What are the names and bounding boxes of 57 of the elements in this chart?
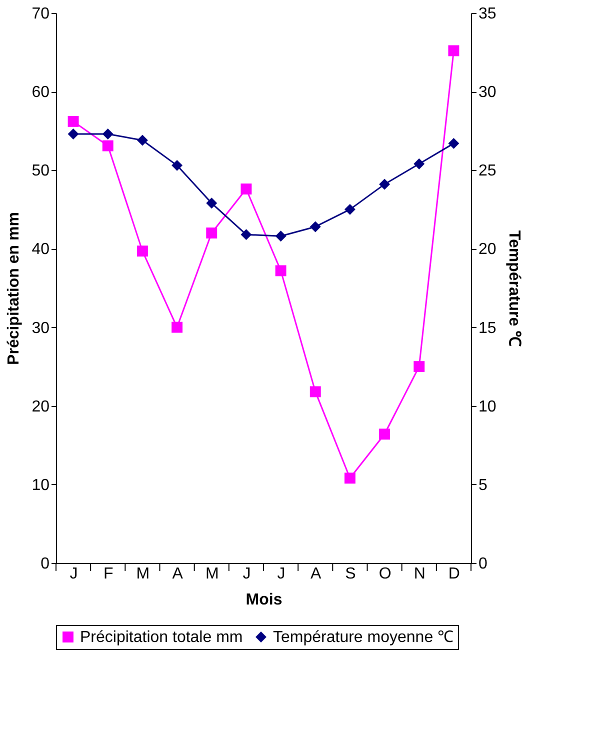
y-tick-label: 50 [32, 162, 50, 180]
y-axis-title: Précipitation en mm [6, 212, 23, 365]
x-tick-label: O [378, 566, 392, 582]
point [448, 138, 460, 149]
point [379, 428, 390, 440]
x-tick-label: J [277, 566, 286, 582]
point [136, 246, 148, 257]
point [379, 178, 390, 190]
y-tick-label: 30 [32, 320, 50, 337]
point [102, 128, 114, 140]
x-tick-label: S [345, 566, 356, 582]
legend-label: Température moyenne ℃ [273, 629, 454, 646]
y-tick-label: 60 [32, 84, 50, 102]
point [68, 128, 79, 140]
x-tick-label: J [70, 566, 78, 582]
point [136, 134, 148, 146]
point [240, 184, 252, 194]
point [102, 140, 114, 152]
point [344, 204, 356, 215]
x-axis-title: Mois [246, 592, 282, 608]
point [275, 230, 286, 242]
y-tick-label: 70 [32, 6, 50, 22]
x-tick-label: D [448, 566, 460, 582]
point [310, 221, 321, 232]
point [68, 116, 79, 127]
x-tick-label: M [205, 566, 219, 582]
point [344, 472, 356, 484]
point [275, 265, 286, 276]
y2-tick-label: 35 [478, 6, 496, 22]
point [206, 228, 218, 238]
y-tick-label: 0 [40, 556, 50, 572]
y2-tick-label: 15 [478, 320, 496, 337]
legend-label: Précipitation totale mm [80, 629, 243, 646]
point [172, 322, 183, 333]
y2-tick-label: 25 [478, 162, 496, 180]
y2-tick-label: 0 [478, 556, 488, 572]
y2-tick-label: 30 [478, 84, 496, 102]
point [240, 229, 252, 240]
y2-tick-label: 5 [478, 476, 488, 494]
point [172, 160, 183, 171]
x-tick-label: M [136, 566, 150, 582]
point [414, 158, 425, 170]
y-tick-label: 10 [32, 476, 50, 494]
point [206, 198, 218, 209]
y-tick-label: 40 [32, 241, 50, 258]
y-tick-label: 20 [32, 398, 50, 416]
x-tick-label: A [172, 566, 184, 582]
y2-tick-label: 20 [478, 241, 496, 258]
point [310, 386, 321, 398]
x-tick-label: N [414, 566, 426, 582]
x-tick-label: J [242, 566, 251, 582]
y2-axis-title: Température ℃ [505, 230, 522, 347]
x-tick-label: A [310, 566, 322, 582]
x-tick-label: F [103, 566, 114, 582]
y2-tick-label: 10 [478, 398, 496, 416]
point [414, 361, 425, 372]
point [448, 45, 460, 56]
